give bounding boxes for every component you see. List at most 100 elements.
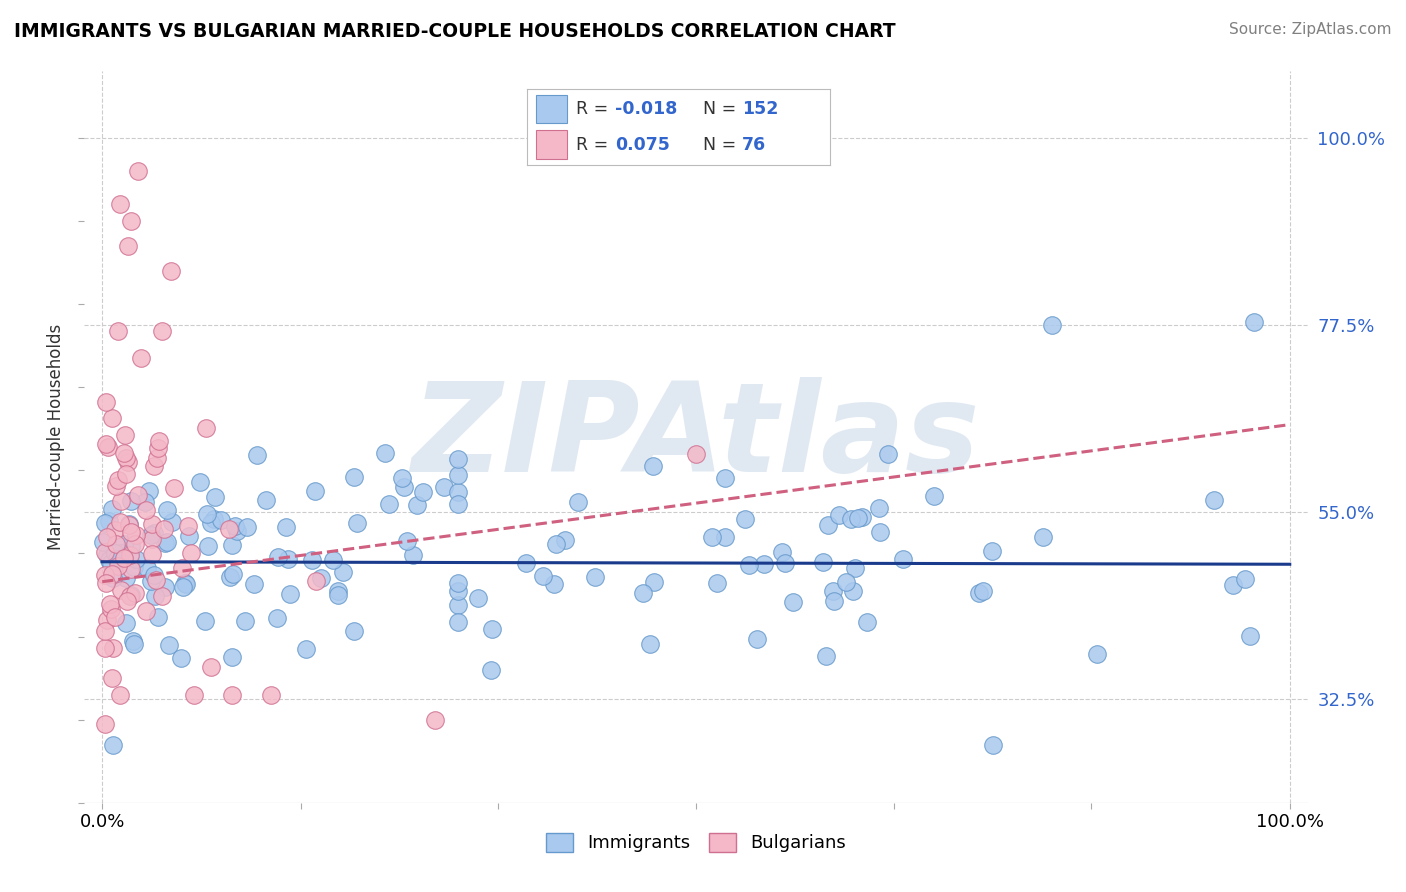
Point — [195, 421, 218, 435]
Point — [221, 538, 243, 552]
Point — [835, 575, 858, 590]
Point — [112, 446, 135, 460]
Point — [922, 489, 945, 503]
Point — [117, 455, 139, 469]
Point — [177, 529, 200, 543]
Point — [706, 575, 728, 590]
Point — [93, 568, 115, 582]
Point — [124, 586, 146, 600]
Point — [392, 480, 415, 494]
Point — [311, 571, 333, 585]
Point — [219, 570, 242, 584]
Point — [122, 560, 145, 574]
Point — [467, 591, 489, 605]
Point — [839, 512, 862, 526]
Point — [93, 716, 115, 731]
Point — [773, 557, 796, 571]
Point — [567, 494, 589, 508]
Point — [1202, 493, 1225, 508]
Point — [1032, 530, 1054, 544]
Point — [101, 410, 124, 425]
Point — [817, 517, 839, 532]
Point — [150, 589, 173, 603]
Point — [294, 642, 316, 657]
Legend: Immigrants, Bulgarians: Immigrants, Bulgarians — [538, 826, 853, 860]
Point — [877, 447, 900, 461]
Point — [343, 624, 366, 639]
Point — [100, 566, 122, 581]
Point — [194, 614, 217, 628]
Point — [447, 598, 470, 612]
Point — [135, 604, 157, 618]
Point — [531, 569, 554, 583]
Point — [142, 526, 165, 541]
Point — [869, 525, 891, 540]
Point — [700, 530, 723, 544]
Point — [891, 551, 914, 566]
Point — [374, 446, 396, 460]
Point — [145, 573, 167, 587]
Point — [401, 548, 423, 562]
Point — [685, 447, 707, 461]
Point — [145, 589, 167, 603]
Point — [115, 450, 138, 465]
Point — [94, 575, 117, 590]
Point — [274, 520, 297, 534]
Point — [842, 584, 865, 599]
Point — [868, 500, 890, 515]
Bar — [536, 130, 567, 159]
Point — [97, 514, 120, 528]
Point — [823, 594, 845, 608]
Point — [172, 580, 194, 594]
Point — [107, 324, 129, 338]
Point — [96, 530, 118, 544]
Point — [174, 577, 197, 591]
Point — [183, 688, 205, 702]
Point — [97, 553, 120, 567]
Point — [125, 552, 148, 566]
Point — [122, 637, 145, 651]
Point — [141, 527, 163, 541]
Point — [243, 577, 266, 591]
Point — [101, 671, 124, 685]
Point — [1040, 318, 1063, 332]
Point — [100, 502, 122, 516]
Point — [157, 638, 180, 652]
Point — [148, 610, 170, 624]
Point — [844, 560, 866, 574]
Point — [108, 555, 131, 569]
Point — [101, 738, 124, 752]
Point — [412, 484, 434, 499]
Y-axis label: Married-couple Households: Married-couple Households — [46, 324, 65, 550]
Point — [643, 574, 665, 589]
Point — [103, 571, 125, 585]
Point — [266, 549, 288, 564]
Point — [846, 510, 869, 524]
Point — [134, 495, 156, 509]
Point — [332, 565, 354, 579]
Point — [120, 562, 142, 576]
Point — [278, 587, 301, 601]
Text: Source: ZipAtlas.com: Source: ZipAtlas.com — [1229, 22, 1392, 37]
Point — [221, 688, 243, 702]
Point — [640, 637, 662, 651]
Bar — [536, 95, 567, 123]
Point — [115, 594, 138, 608]
Point — [770, 545, 793, 559]
Text: R =: R = — [575, 100, 613, 118]
Point — [110, 688, 132, 702]
Text: N =: N = — [703, 100, 741, 118]
Point — [851, 510, 873, 524]
Point — [127, 488, 149, 502]
Point — [326, 588, 349, 602]
Point — [160, 264, 183, 278]
Point — [754, 558, 776, 572]
Point — [96, 437, 118, 451]
Point — [141, 532, 163, 546]
Point — [972, 583, 994, 598]
Point — [226, 524, 249, 539]
Point — [93, 624, 115, 638]
Point — [256, 493, 278, 508]
Point — [120, 539, 142, 553]
Point — [142, 459, 165, 474]
